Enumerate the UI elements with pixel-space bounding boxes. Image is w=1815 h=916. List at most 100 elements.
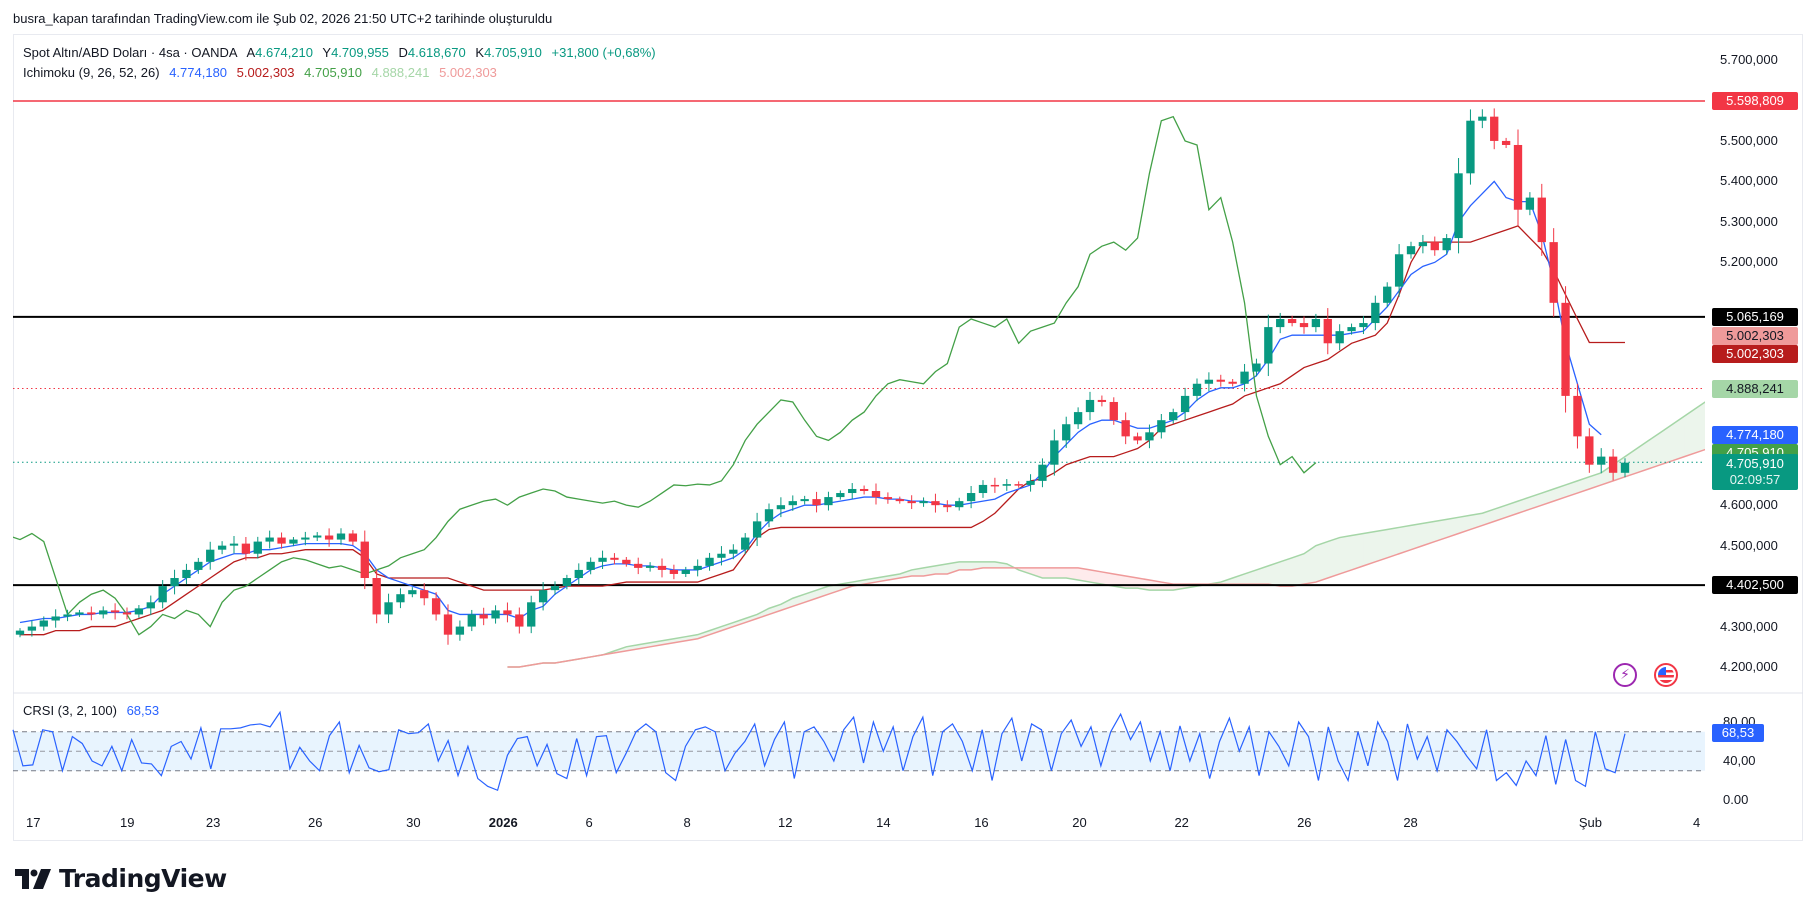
candle (752, 512, 762, 547)
candle (1347, 323, 1356, 335)
cloud-segment (1446, 517, 1459, 538)
candle-body (51, 616, 60, 621)
candle (1608, 449, 1618, 481)
time-tick-label: 26 (1297, 815, 1312, 830)
ohlc-close: K4.705,910 (475, 45, 542, 60)
candle-body (800, 499, 809, 502)
time-tick-label: 26 (308, 815, 323, 830)
candle-body (1537, 197, 1546, 243)
cloud-segment (1315, 541, 1328, 583)
candle (253, 536, 262, 559)
candle-body (1133, 436, 1142, 441)
crsi-name[interactable]: CRSI (3, 2, 100) (23, 703, 117, 718)
candle (15, 628, 25, 638)
candle (27, 620, 37, 637)
candle-body (848, 488, 857, 494)
candle-body (1228, 381, 1237, 384)
cloud-segment (1399, 525, 1411, 554)
us-flag-event-icon[interactable] (1654, 663, 1678, 687)
candle-body (978, 484, 988, 494)
price-tag: 4.402,500 (1712, 576, 1798, 595)
candle-body (907, 501, 916, 504)
candle-body (503, 610, 512, 615)
candle-body (764, 509, 774, 522)
candle-body (1513, 144, 1523, 210)
candle-body (1561, 302, 1570, 396)
candle (1062, 416, 1071, 448)
candle-body (1454, 173, 1463, 239)
candle (705, 552, 714, 571)
candle-body (1323, 319, 1332, 344)
candle (966, 485, 976, 509)
symbol-name[interactable]: Spot Altın/ABD Doları · 4sa · OANDA (23, 45, 238, 60)
cloud-segment (757, 608, 769, 619)
candle (134, 605, 144, 618)
candle-body (705, 557, 714, 566)
price-tick-label: 4.600,000 (1720, 497, 1778, 513)
cloud-segment (1518, 497, 1530, 514)
tradingview-logo-text: TradingView (59, 864, 227, 893)
cloud-segment (1648, 432, 1661, 469)
candle (1038, 458, 1047, 488)
candle (1169, 408, 1178, 424)
lightning-event-icon[interactable]: ⚡︎ (1613, 663, 1637, 687)
candle-body (396, 594, 405, 603)
candle (206, 541, 215, 570)
candle (1561, 286, 1570, 413)
crsi-legend: CRSI (3, 2, 100) 68,53 (23, 703, 159, 718)
candle (396, 588, 405, 609)
candles-layer (15, 108, 1630, 645)
tradingview-logo[interactable]: TradingView (15, 864, 227, 893)
ichimoku-name[interactable]: Ichimoku (9, 26, 52, 26) (23, 65, 160, 80)
candle-body (372, 578, 381, 615)
time-tick-label: 28 (1403, 815, 1418, 830)
candle (1418, 234, 1428, 254)
candle (919, 497, 928, 507)
price-tag: 5.598,809 (1712, 91, 1798, 110)
candle (681, 566, 690, 578)
candle (1121, 412, 1130, 445)
candle (943, 500, 952, 513)
candle (491, 605, 500, 624)
candle (741, 533, 750, 555)
cloud-segment (1411, 523, 1423, 550)
candle-body (1109, 401, 1118, 421)
cloud-segment (1292, 553, 1304, 587)
candle (978, 480, 988, 498)
candle-body (443, 614, 453, 635)
candle (955, 497, 964, 511)
crsi-band-layer (13, 731, 1705, 772)
lagging-span-line (13, 115, 1317, 636)
candle (194, 557, 203, 574)
candle-body (1085, 399, 1095, 413)
candle-body (1442, 238, 1451, 251)
cloud-segment (1458, 515, 1471, 534)
candle (324, 528, 334, 547)
candle-body (776, 505, 786, 510)
candle (634, 557, 643, 575)
cloud-segment (1541, 488, 1554, 506)
candle (1157, 413, 1166, 439)
candle (1299, 316, 1309, 334)
ichimoku-conversion-value: 4.774,180 (169, 65, 228, 80)
candle-body (170, 578, 179, 587)
cloud-segment (709, 626, 722, 635)
cloud-segment (1494, 505, 1507, 522)
candle (479, 607, 488, 626)
cloud-segment (1672, 416, 1685, 461)
cloud-segment (1470, 513, 1483, 530)
candle-body (110, 610, 120, 613)
candle-body (645, 565, 655, 568)
candle-body (1014, 484, 1023, 486)
candle (1204, 372, 1214, 392)
cloud-segment (1660, 424, 1673, 465)
candle (1359, 316, 1368, 335)
candle-body (313, 535, 322, 538)
candle-body (919, 501, 928, 504)
candle-body (943, 505, 952, 508)
crsi-value: 68,53 (126, 703, 160, 718)
cloud-segment (1268, 561, 1281, 587)
cloud-segment (935, 563, 948, 574)
candle-body (955, 501, 964, 508)
